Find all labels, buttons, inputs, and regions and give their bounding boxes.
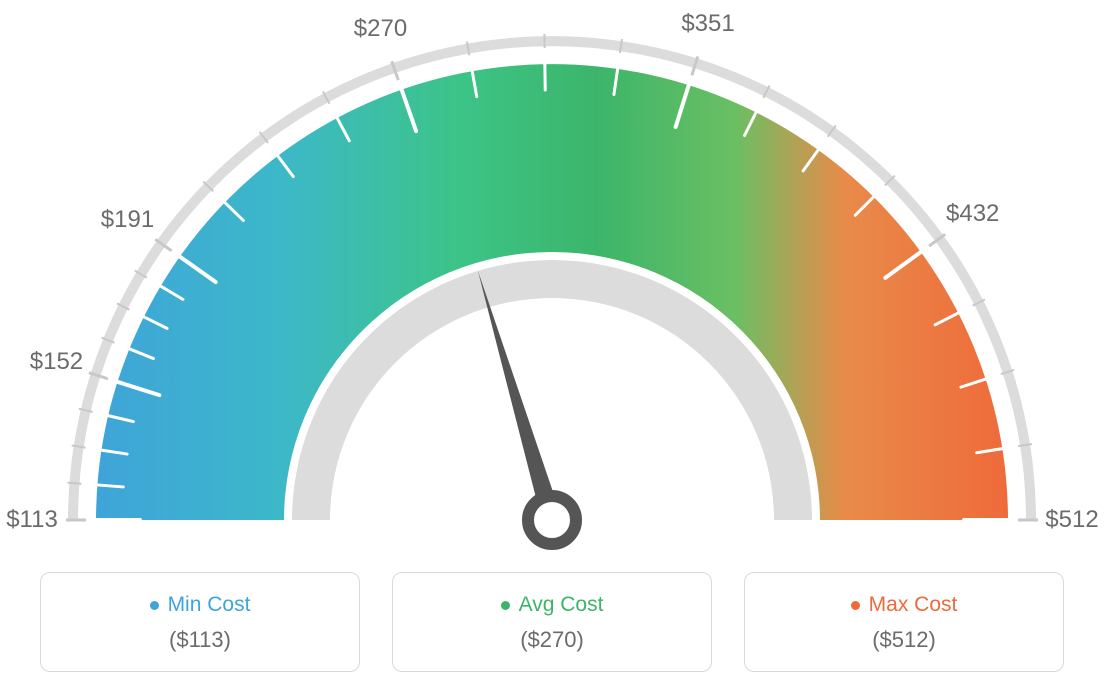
legend-row: Min Cost ($113) Avg Cost ($270) Max Cost ($51…: [0, 572, 1104, 672]
legend-title: Min Cost: [150, 593, 251, 617]
cost-gauge: $113 $152 $191 $270 $351 $432 $512: [0, 0, 1104, 560]
legend-label: Avg Cost: [519, 593, 604, 617]
legend-value: ($113): [59, 627, 341, 653]
gauge-tick-label: $113: [6, 506, 58, 534]
legend-value: ($512): [763, 627, 1045, 653]
legend-label: Max Cost: [869, 593, 958, 617]
gauge-tick-label: $351: [681, 10, 734, 38]
legend-dot-icon: [501, 601, 510, 610]
gauge-tick-label: $152: [30, 348, 83, 376]
legend-card-avg: Avg Cost ($270): [392, 572, 712, 672]
gauge-tick-label: $270: [354, 15, 407, 43]
legend-dot-icon: [851, 601, 860, 610]
gauge-tick-label: $191: [101, 206, 154, 234]
legend-label: Min Cost: [168, 593, 251, 617]
legend-card-min: Min Cost ($113): [40, 572, 360, 672]
legend-dot-icon: [150, 601, 159, 610]
legend-title: Max Cost: [851, 593, 958, 617]
gauge-tick-label: $432: [946, 200, 999, 228]
gauge-svg: [0, 0, 1104, 560]
legend-card-max: Max Cost ($512): [744, 572, 1064, 672]
legend-title: Avg Cost: [501, 593, 604, 617]
legend-value: ($270): [411, 627, 693, 653]
gauge-tick-label: $512: [1045, 506, 1098, 534]
